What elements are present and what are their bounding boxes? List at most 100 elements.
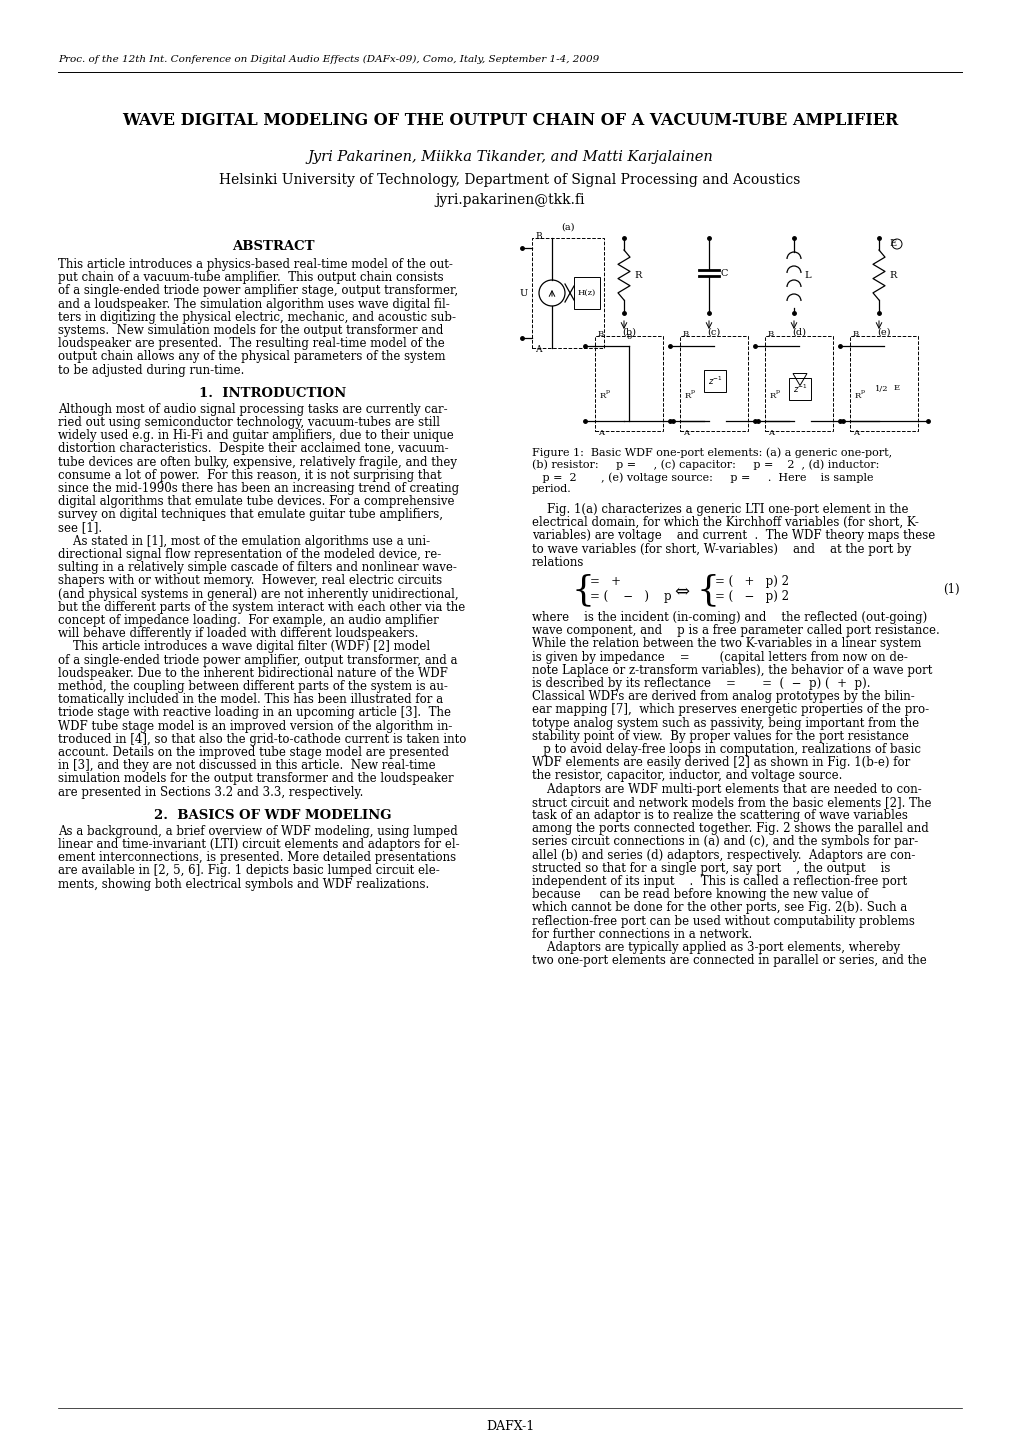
Text: series circuit connections in (a) and (c), and the symbols for par-: series circuit connections in (a) and (c… [532, 835, 917, 848]
Text: to wave variables (for short, W-variables)    and    at the port by: to wave variables (for short, W-variable… [532, 543, 910, 556]
Bar [764, 336, 833, 431]
Text: Figure 1:  Basic WDF one-port elements: (a) a generic one-port,: Figure 1: Basic WDF one-port elements: (… [532, 447, 892, 457]
Text: A: A [535, 345, 541, 354]
Text: directional signal flow representation of the modeled device, re-: directional signal flow representation o… [58, 548, 441, 561]
Text: method, the coupling between different parts of the system is au-: method, the coupling between different p… [58, 680, 447, 693]
Text: ried out using semiconductor technology, vacuum-tubes are still: ried out using semiconductor technology,… [58, 416, 439, 429]
Text: widely used e.g. in Hi-Fi and guitar amplifiers, due to their unique: widely used e.g. in Hi-Fi and guitar amp… [58, 429, 453, 442]
Text: to be adjusted during run-time.: to be adjusted during run-time. [58, 364, 245, 377]
Text: As a background, a brief overview of WDF modeling, using lumped: As a background, a brief overview of WDF… [58, 825, 458, 838]
Text: Although most of audio signal processing tasks are currently car-: Although most of audio signal processing… [58, 403, 447, 416]
Text: As stated in [1], most of the emulation algorithms use a uni-: As stated in [1], most of the emulation … [58, 535, 430, 548]
Text: (d): (d) [791, 328, 805, 338]
Text: of a single-ended triode power amplifier, output transformer, and a: of a single-ended triode power amplifier… [58, 654, 458, 667]
Text: the resistor, capacitor, inductor, and voltage source.: the resistor, capacitor, inductor, and v… [532, 769, 842, 782]
Text: A: A [683, 429, 688, 437]
Text: 1.  INTRODUCTION: 1. INTRODUCTION [199, 387, 346, 400]
Text: two one-port elements are connected in parallel or series, and the: two one-port elements are connected in p… [532, 954, 926, 967]
Text: survey on digital techniques that emulate guitar tube amplifiers,: survey on digital techniques that emulat… [58, 508, 442, 521]
Text: concept of impedance loading.  For example, an audio amplifier: concept of impedance loading. For exampl… [58, 615, 438, 628]
Text: 2.  BASICS OF WDF MODELING: 2. BASICS OF WDF MODELING [154, 808, 391, 823]
Text: {: { [572, 573, 594, 608]
Text: B: B [852, 330, 858, 338]
Text: tomatically included in the model. This has been illustrated for a: tomatically included in the model. This … [58, 693, 442, 706]
Text: (1): (1) [943, 583, 959, 596]
Text: WDF tube stage model is an improved version of the algorithm in-: WDF tube stage model is an improved vers… [58, 720, 452, 733]
Text: p to avoid delay-free loops in computation, realizations of basic: p to avoid delay-free loops in computati… [532, 743, 920, 756]
Text: Helsinki University of Technology, Department of Signal Processing and Acoustics: Helsinki University of Technology, Depar… [219, 173, 800, 188]
Text: p =  2       , (e) voltage source:     p =     .  Here    is sample: p = 2 , (e) voltage source: p = . Here i… [532, 472, 872, 482]
Text: = (   +   p) 2: = ( + p) 2 [714, 574, 789, 587]
Text: Adaptors are typically applied as 3-port elements, whereby: Adaptors are typically applied as 3-port… [532, 941, 899, 954]
Text: are presented in Sections 3.2 and 3.3, respectively.: are presented in Sections 3.2 and 3.3, r… [58, 785, 363, 798]
Text: consume a lot of power.  For this reason, it is not surprising that: consume a lot of power. For this reason,… [58, 469, 441, 482]
Bar [680, 336, 747, 431]
Text: loudspeaker are presented.  The resulting real-time model of the: loudspeaker are presented. The resulting… [58, 338, 444, 351]
Text: struct circuit and network models from the basic elements [2]. The: struct circuit and network models from t… [532, 795, 930, 808]
Text: B: B [767, 330, 773, 338]
Text: wave component, and    p is a free parameter called port resistance.: wave component, and p is a free paramete… [532, 625, 938, 638]
Text: Jyri Pakarinen, Miikka Tikander, and Matti Karjalainen: Jyri Pakarinen, Miikka Tikander, and Mat… [307, 150, 712, 165]
Text: stability point of view.  By proper values for the port resistance: stability point of view. By proper value… [532, 730, 908, 743]
Text: R: R [889, 270, 896, 280]
Text: digital algorithms that emulate tube devices. For a comprehensive: digital algorithms that emulate tube dev… [58, 495, 454, 508]
Text: structed so that for a single port, say port    , the output    is: structed so that for a single port, say … [532, 861, 890, 874]
Text: where    is the incident (in-coming) and    the reflected (out-going): where is the incident (in-coming) and th… [532, 610, 926, 623]
Text: but the different parts of the system interact with each other via the: but the different parts of the system in… [58, 600, 465, 613]
Bar [574, 277, 599, 309]
Text: WDF elements are easily derived [2] as shown in Fig. 1(b-e) for: WDF elements are easily derived [2] as s… [532, 756, 909, 769]
Text: Classical WDFs are derived from analog prototypes by the bilin-: Classical WDFs are derived from analog p… [532, 690, 914, 703]
Text: R: R [634, 270, 641, 280]
Text: reflection-free port can be used without computability problems: reflection-free port can be used without… [532, 915, 914, 928]
Text: shapers with or without memory.  However, real electric circuits: shapers with or without memory. However,… [58, 574, 441, 587]
Text: relations: relations [532, 556, 584, 569]
Text: note Laplace or z-transform variables), the behavior of a wave port: note Laplace or z-transform variables), … [532, 664, 931, 677]
Text: This article introduces a physics-based real-time model of the out-: This article introduces a physics-based … [58, 258, 452, 271]
Text: H(z): H(z) [578, 289, 595, 297]
Text: C: C [720, 268, 728, 277]
Text: ement interconnections, is presented. More detailed presentations: ement interconnections, is presented. Mo… [58, 851, 455, 864]
Text: ear mapping [7],  which preserves energetic properties of the pro-: ear mapping [7], which preserves energet… [532, 703, 928, 716]
Text: (a): (a) [560, 224, 574, 232]
Text: linear and time-invariant (LTI) circuit elements and adaptors for el-: linear and time-invariant (LTI) circuit … [58, 838, 460, 851]
Text: simulation models for the output transformer and the loudspeaker: simulation models for the output transfo… [58, 772, 453, 785]
Text: A: A [767, 429, 773, 437]
Text: {: { [696, 573, 719, 608]
Text: are available in [2, 5, 6]. Fig. 1 depicts basic lumped circuit ele-: are available in [2, 5, 6]. Fig. 1 depic… [58, 864, 439, 877]
Text: tube devices are often bulky, expensive, relatively fragile, and they: tube devices are often bulky, expensive,… [58, 456, 457, 469]
Text: (e): (e) [876, 328, 890, 338]
Text: R: R [854, 391, 860, 400]
Text: see [1].: see [1]. [58, 521, 102, 534]
Text: distortion characteristics.  Despite their acclaimed tone, vacuum-: distortion characteristics. Despite thei… [58, 443, 448, 456]
Text: (c): (c) [707, 328, 719, 338]
Text: p: p [775, 390, 780, 394]
Text: E: E [893, 384, 899, 392]
Bar [703, 369, 726, 391]
Text: B: B [535, 232, 541, 241]
Text: jyri.pakarinen@tkk.fi: jyri.pakarinen@tkk.fi [435, 193, 584, 206]
Text: = (    −   )    p: = ( − ) p [589, 590, 671, 603]
Text: put chain of a vacuum-tube amplifier.  This output chain consists: put chain of a vacuum-tube amplifier. Th… [58, 271, 443, 284]
Text: p: p [860, 390, 864, 394]
Text: A: A [597, 429, 603, 437]
Text: ABSTRACT: ABSTRACT [231, 240, 314, 253]
Text: B: B [597, 330, 603, 338]
Text: output chain allows any of the physical parameters of the system: output chain allows any of the physical … [58, 351, 445, 364]
Text: is described by its reflectance    =       =  (  −  p) (  +  p).: is described by its reflectance = = ( − … [532, 677, 869, 690]
Text: WAVE DIGITAL MODELING OF THE OUTPUT CHAIN OF A VACUUM-TUBE AMPLIFIER: WAVE DIGITAL MODELING OF THE OUTPUT CHAI… [121, 113, 898, 128]
Text: R: R [769, 391, 775, 400]
Text: R: R [685, 391, 691, 400]
Text: E: E [889, 240, 896, 248]
Text: 0: 0 [626, 333, 631, 341]
Text: allel (b) and series (d) adaptors, respectively.  Adaptors are con-: allel (b) and series (d) adaptors, respe… [532, 848, 914, 861]
Text: 1/2: 1/2 [874, 384, 888, 392]
Text: $z^{-1}$: $z^{-1}$ [707, 374, 721, 387]
Text: for further connections in a network.: for further connections in a network. [532, 928, 752, 941]
Text: period.: period. [532, 485, 572, 495]
Text: This article introduces a wave digital filter (WDF) [2] model: This article introduces a wave digital f… [58, 641, 430, 654]
Text: ments, showing both electrical symbols and WDF realizations.: ments, showing both electrical symbols a… [58, 877, 429, 890]
Text: will behave differently if loaded with different loudspeakers.: will behave differently if loaded with d… [58, 628, 418, 641]
Text: Fig. 1(a) characterizes a generic LTI one-port element in the: Fig. 1(a) characterizes a generic LTI on… [532, 504, 908, 517]
Text: A: A [852, 429, 858, 437]
Text: task of an adaptor is to realize the scattering of wave variables: task of an adaptor is to realize the sca… [532, 810, 907, 823]
